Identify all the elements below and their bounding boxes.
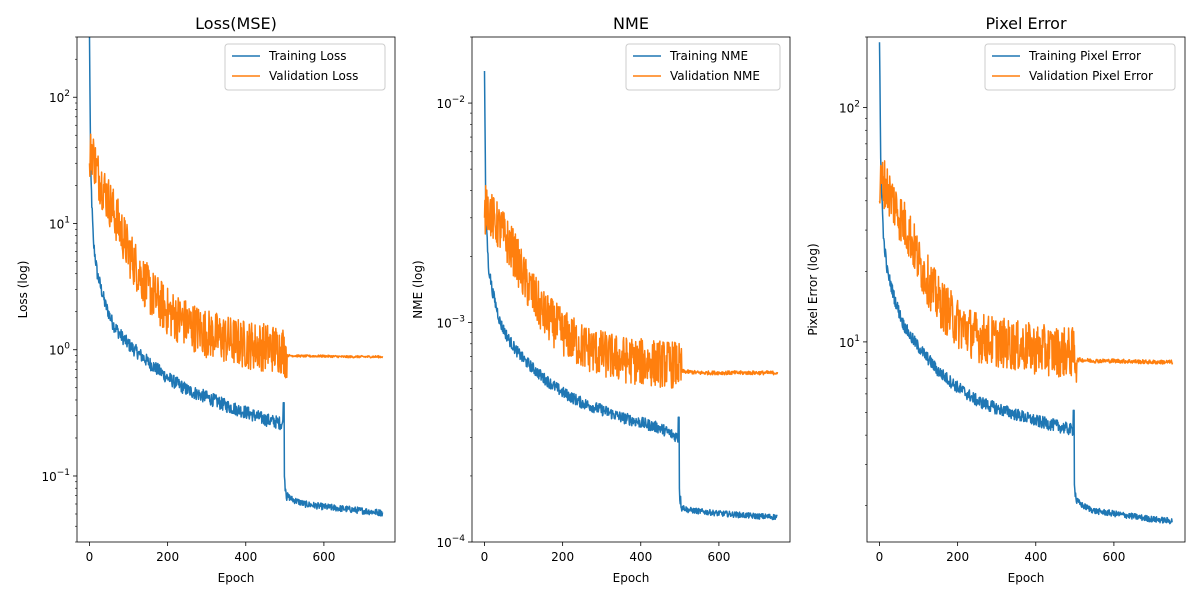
x-axis-label: Epoch — [218, 571, 255, 585]
series-lines — [88, 37, 384, 517]
series-line-validation — [88, 133, 384, 379]
legend: Training NME Validation NME — [625, 43, 781, 91]
y-axis-label: NME (log) — [411, 260, 425, 318]
x-tick-label: 0 — [86, 550, 94, 564]
x-axis-label: Epoch — [613, 571, 650, 585]
subplot-2: NME 0 200 400 600 10−4 10−3 10−2 Epoch NME (log) T… — [411, 14, 791, 585]
legend-entry: Training Pixel Error — [1028, 49, 1141, 63]
x-axis-label: Epoch — [1008, 571, 1045, 585]
series-line-training — [483, 70, 778, 521]
subplot-1: Loss(MSE) 0 200 400 600 10−1 100 101 102 Epoch Los… — [16, 14, 396, 585]
y-tick-label: 102 — [839, 100, 860, 116]
axes-frame — [76, 36, 396, 543]
x-tick-label: 200 — [156, 550, 179, 564]
series-lines — [483, 70, 779, 521]
series-line-validation — [483, 185, 779, 389]
legend-entry: Validation NME — [670, 69, 760, 83]
x-tick-label: 400 — [629, 550, 652, 564]
y-tick-label: 10−2 — [436, 95, 465, 111]
y-tick-label: 102 — [49, 89, 70, 105]
x-tick-label: 200 — [946, 550, 969, 564]
series-lines — [878, 42, 1174, 525]
x-tick-label: 600 — [1102, 550, 1125, 564]
axes-frame — [866, 36, 1186, 543]
y-tick-label: 101 — [49, 215, 70, 231]
x-tick-label: 600 — [707, 550, 730, 564]
y-tick-label: 10−4 — [436, 534, 465, 550]
series-line-training — [88, 37, 384, 517]
x-tick-label: 600 — [312, 550, 335, 564]
y-axis-label: Pixel Error (log) — [806, 243, 820, 335]
chart-title: Loss(MSE) — [195, 14, 277, 33]
chart-title: NME — [613, 14, 649, 33]
legend-entry: Training NME — [669, 49, 748, 63]
x-tick-label: 200 — [551, 550, 574, 564]
x-tick-label: 400 — [1024, 550, 1047, 564]
legend-box — [625, 43, 781, 91]
legend: Training Pixel Error Validation Pixel Err… — [984, 43, 1176, 91]
axes-frame — [471, 36, 791, 543]
x-tick-label: 0 — [481, 550, 489, 564]
x-tick-label: 0 — [876, 550, 884, 564]
legend-box — [224, 43, 386, 91]
legend-box — [984, 43, 1176, 91]
y-tick-label: 101 — [839, 334, 860, 350]
chart-title: Pixel Error — [985, 14, 1067, 33]
legend-entry: Validation Loss — [269, 69, 358, 83]
x-tick-label: 400 — [234, 550, 257, 564]
legend: Training Loss Validation Loss — [224, 43, 386, 91]
y-tick-label: 10−1 — [41, 468, 70, 484]
legend-entry: Training Loss — [268, 49, 346, 63]
y-tick-label: 10−3 — [436, 315, 465, 331]
y-axis-label: Loss (log) — [16, 261, 30, 319]
y-tick-label: 100 — [49, 342, 70, 358]
subplot-3: Pixel Error 0 200 400 600 101 102 Epoch Pixel Er… — [806, 14, 1186, 585]
legend-entry: Validation Pixel Error — [1029, 69, 1153, 83]
series-line-validation — [878, 160, 1174, 383]
series-line-training — [878, 42, 1173, 525]
